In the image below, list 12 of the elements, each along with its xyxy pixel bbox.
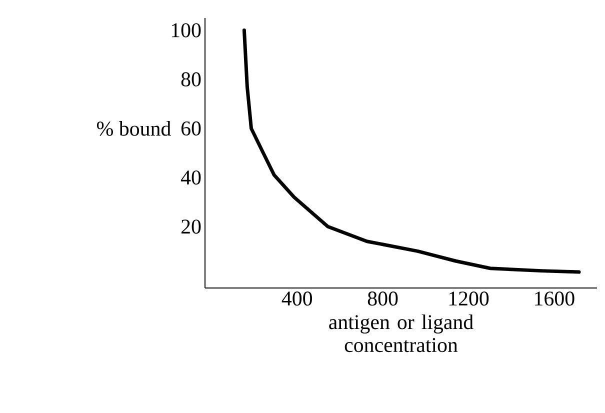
y-tick-label: 100: [172, 23, 201, 38]
y-axis-title: % bound: [96, 121, 171, 136]
y-tick-label: 40: [180, 170, 201, 185]
x-tick-label: 1200: [449, 292, 489, 306]
line-series: [242, 28, 581, 274]
y-tick-label: 20: [181, 220, 201, 234]
y-tick-label: 80: [181, 72, 201, 86]
y-tick-label: 60: [181, 121, 201, 136]
x-tick-label: 800: [368, 292, 398, 306]
x-tick-label: 400: [282, 292, 312, 306]
x-tick-label: 1600: [535, 292, 574, 306]
x-axis-title: antigen or ligand concentration: [329, 314, 474, 352]
